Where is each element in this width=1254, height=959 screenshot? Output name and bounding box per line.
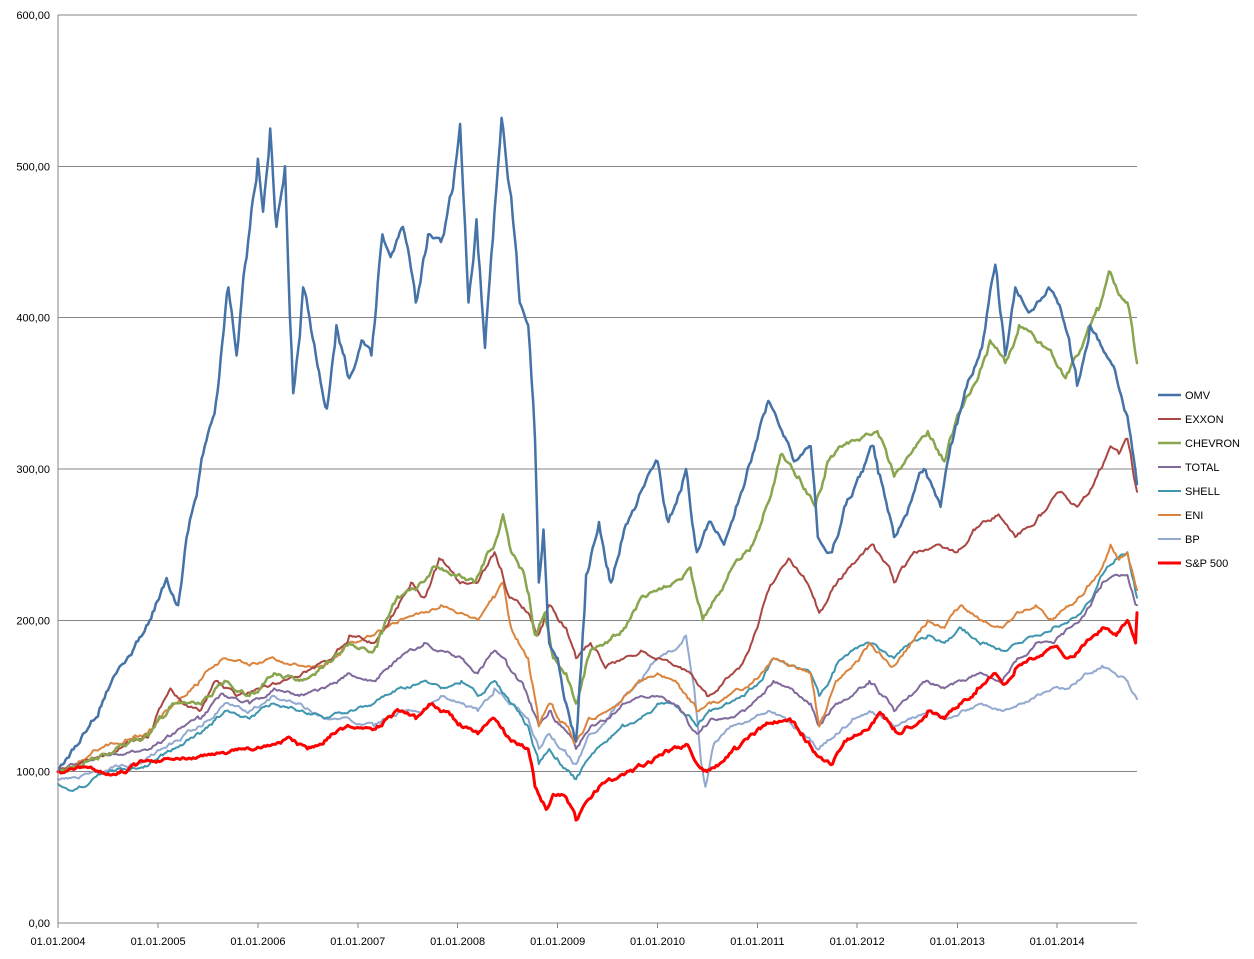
x-tick-label: 01.01.2009	[530, 936, 585, 948]
series-line-s-p-500	[56, 611, 1139, 822]
gridlines	[58, 14, 1137, 773]
x-tick-label: 01.01.2007	[330, 936, 385, 948]
series-line-shell	[57, 551, 1138, 792]
legend-label-shell: SHELL	[1185, 486, 1220, 498]
x-tick-label: 01.01.2012	[830, 936, 885, 948]
legend-label-total: TOTAL	[1185, 462, 1219, 474]
series-line-total	[57, 573, 1138, 773]
x-tick-label: 01.01.2014	[1030, 936, 1085, 948]
x-tick-label: 01.01.2010	[630, 936, 685, 948]
y-tick-label: 200,00	[16, 615, 50, 627]
legend: OMV EXXON CHEVRON TOTAL SHELL ENI BP S&P 500	[1158, 390, 1240, 570]
y-tick-label: 300,00	[16, 464, 50, 476]
legend-label-exxon: EXXON	[1185, 414, 1224, 426]
series-lines	[56, 116, 1139, 822]
legend-label-omv: OMV	[1185, 390, 1211, 402]
legend-label-bp: BP	[1185, 534, 1200, 546]
x-axis-tick-labels: 01.01.2004 01.01.2005 01.01.2006 01.01.2007…	[30, 936, 1084, 948]
x-tick-label: 01.01.2005	[131, 936, 186, 948]
x-tick-label: 01.01.2006	[230, 936, 285, 948]
y-tick-label: 100,00	[16, 767, 50, 779]
series-line-chevron	[56, 270, 1139, 773]
x-tick-label: 01.01.2013	[930, 936, 985, 948]
y-axis-tick-labels: 0,00 100,00 200,00 300,00 400,00 500,00 600,00	[16, 10, 50, 930]
axes	[57, 15, 1137, 928]
x-tick-label: 01.01.2011	[730, 936, 784, 948]
series-line-omv	[56, 116, 1139, 773]
series-line-bp	[57, 634, 1138, 788]
legend-label-eni: ENI	[1185, 510, 1203, 522]
x-tick-label: 01.01.2004	[30, 936, 85, 948]
legend-label-chevron: CHEVRON	[1185, 438, 1240, 450]
series-line-exxon	[57, 437, 1138, 773]
y-tick-label: 500,00	[16, 161, 50, 173]
series-line-eni	[57, 543, 1138, 773]
legend-label-s-p-500: S&P 500	[1185, 558, 1228, 570]
y-tick-label: 0,00	[29, 918, 50, 930]
y-tick-label: 400,00	[16, 313, 50, 325]
x-tick-label: 01.01.2008	[430, 936, 485, 948]
y-tick-label: 600,00	[16, 10, 50, 22]
